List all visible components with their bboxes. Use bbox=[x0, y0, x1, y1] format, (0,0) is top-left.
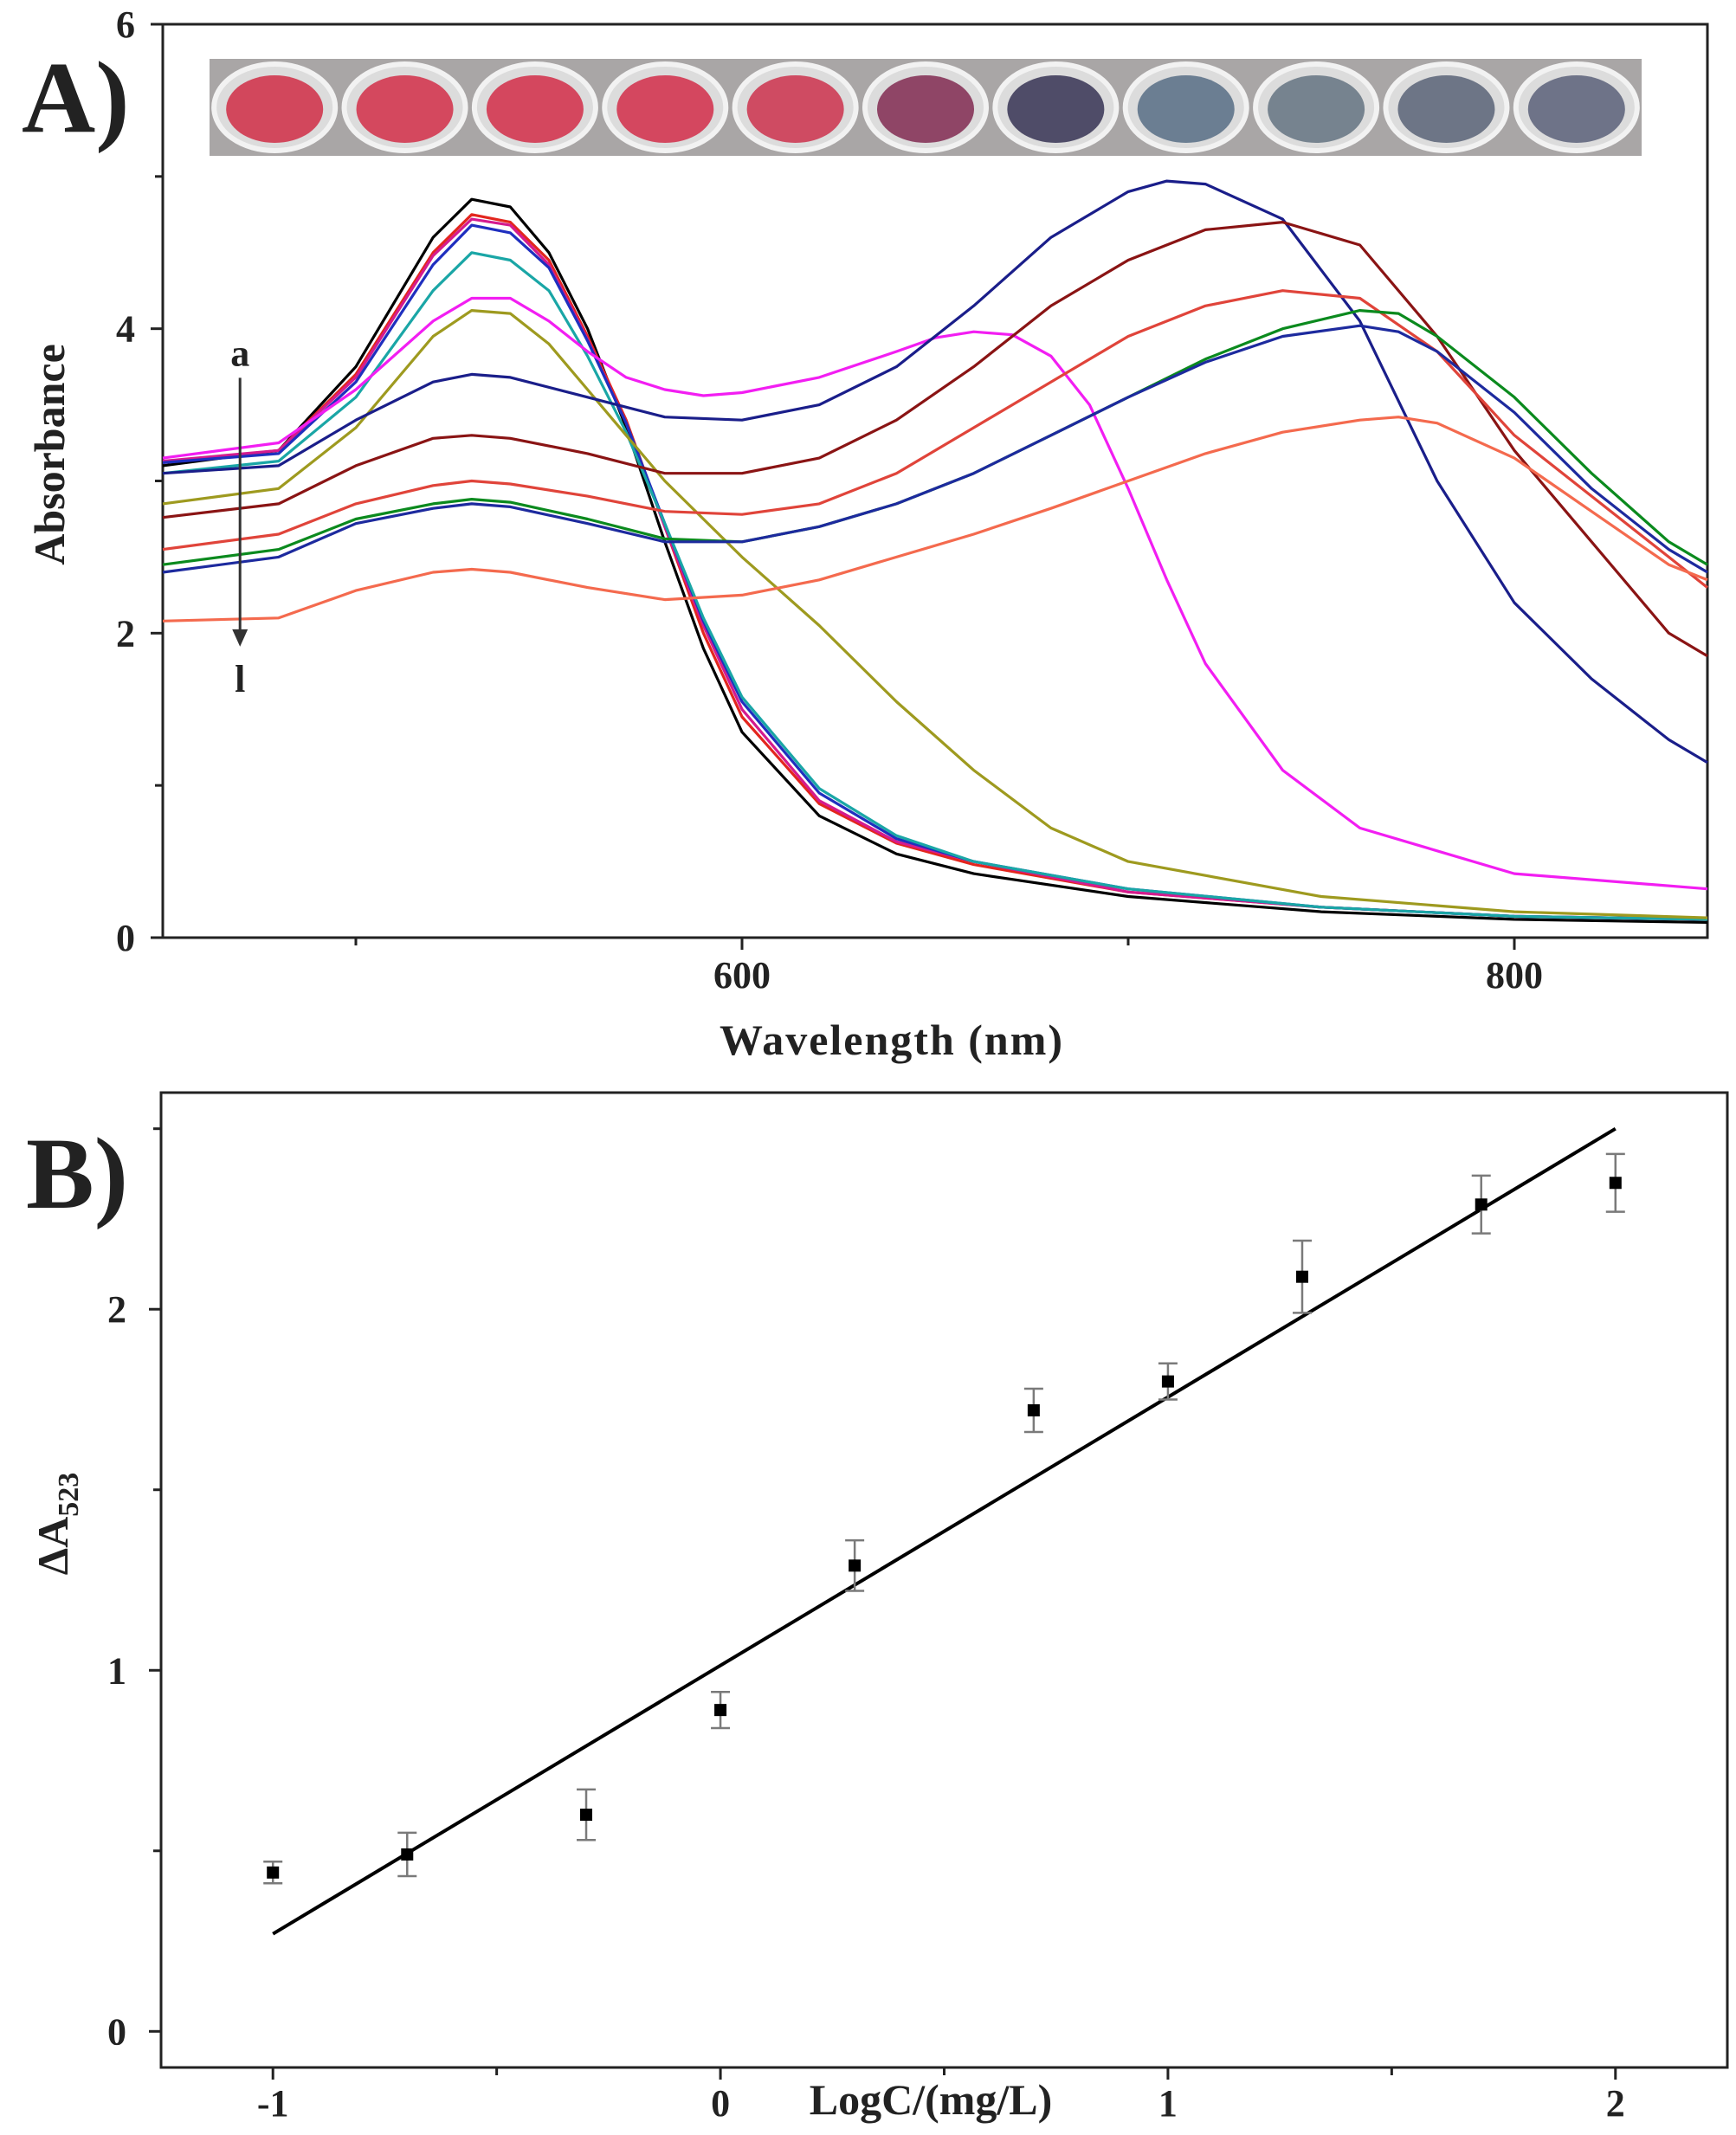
panel-b-y-axis-subscript: 523 bbox=[53, 1473, 85, 1517]
well-10 bbox=[1397, 75, 1495, 143]
y-tick-label: 0 bbox=[116, 917, 135, 959]
data-point-3 bbox=[580, 1809, 593, 1822]
x-tick-label: -1 bbox=[257, 2082, 289, 2125]
data-point-4 bbox=[714, 1704, 727, 1717]
data-point-8 bbox=[1295, 1270, 1308, 1283]
panel-b-y-axis-title: ΔA523 bbox=[29, 1473, 85, 1575]
well-plate-photo bbox=[210, 59, 1642, 156]
panel-b-label: B) bbox=[26, 1117, 128, 1230]
y-tick-label: 0 bbox=[107, 2010, 126, 2053]
well-5 bbox=[746, 75, 844, 143]
panel-b-x-axis-title: LogC/(mg/L) bbox=[810, 2075, 1053, 2124]
wells bbox=[211, 61, 1640, 153]
spectrum-line-2 bbox=[162, 213, 1708, 921]
annotation-end-label: l bbox=[235, 658, 245, 700]
data-point-10 bbox=[1609, 1177, 1622, 1190]
data-point-2 bbox=[401, 1848, 414, 1861]
trend-annotation: a l bbox=[230, 332, 249, 700]
spectrum-line-6 bbox=[162, 296, 1708, 891]
well-8 bbox=[1137, 75, 1235, 143]
arrow-down-icon bbox=[232, 629, 248, 647]
spectrum-line-10 bbox=[162, 289, 1708, 589]
y-tick-label: 2 bbox=[107, 1288, 126, 1331]
x-tick-label: 2 bbox=[1606, 2082, 1625, 2125]
data-point-1 bbox=[267, 1866, 280, 1879]
x-tick-label: 1 bbox=[1158, 2082, 1178, 2125]
data-point-9 bbox=[1475, 1198, 1488, 1211]
x-tick-label: 800 bbox=[1486, 954, 1543, 997]
y-tick-label: 1 bbox=[107, 1649, 126, 1692]
well-11 bbox=[1527, 75, 1625, 143]
data-point-7 bbox=[1161, 1375, 1174, 1388]
panel-a-plot-frame bbox=[161, 23, 1709, 939]
panel-b-points bbox=[263, 1152, 1625, 1885]
panel-a-ticks: 600 800 0 2 4 6 bbox=[116, 3, 1543, 997]
spectrum-line-13 bbox=[162, 416, 1708, 622]
spectrum-line-11 bbox=[162, 309, 1708, 566]
panel-b-axes bbox=[159, 1091, 1729, 2069]
data-point-6 bbox=[1027, 1403, 1040, 1416]
spectrum-line-1 bbox=[162, 197, 1708, 924]
well-7 bbox=[1007, 75, 1105, 143]
panel-a: A) 600 800 0 2 4 6 a l Wavelength (nm) Absorb… bbox=[22, 3, 1709, 1064]
y-tick-label: 6 bbox=[116, 3, 135, 46]
panel-b: B) -1 0 1 2 0 1 2 LogC/(mg/L) ΔA523 bbox=[26, 1091, 1729, 2125]
well-3 bbox=[486, 75, 584, 143]
well-1 bbox=[226, 75, 324, 143]
panel-b-plot-frame bbox=[159, 1091, 1729, 2069]
fit-line bbox=[272, 1126, 1617, 1936]
panel-b-fit bbox=[272, 1126, 1617, 1936]
well-4 bbox=[616, 75, 714, 143]
well-2 bbox=[356, 75, 454, 143]
data-point-5 bbox=[849, 1559, 862, 1572]
y-tick-label: 4 bbox=[116, 308, 135, 351]
panel-a-label: A) bbox=[22, 41, 130, 154]
well-9 bbox=[1268, 75, 1365, 143]
annotation-start-label: a bbox=[230, 332, 249, 374]
x-tick-label: 600 bbox=[713, 954, 771, 997]
spectrum-line-4 bbox=[162, 223, 1708, 921]
panel-a-axes bbox=[161, 23, 1709, 939]
x-tick-label: 0 bbox=[711, 2082, 730, 2125]
spectrum-line-12 bbox=[162, 324, 1708, 574]
panel-a-series bbox=[162, 179, 1708, 924]
spectrum-line-7 bbox=[162, 309, 1708, 919]
spectrum-line-8 bbox=[162, 179, 1708, 764]
panel-a-x-axis-title: Wavelength (nm) bbox=[720, 1016, 1064, 1064]
spectrum-line-5 bbox=[162, 251, 1708, 921]
panel-b-y-axis-main: ΔA bbox=[29, 1517, 77, 1575]
y-tick-label: 2 bbox=[116, 612, 135, 655]
panel-b-ticks: -1 0 1 2 0 1 2 bbox=[107, 1127, 1625, 2125]
well-6 bbox=[877, 75, 974, 143]
panel-a-y-axis-title: Absorbance bbox=[25, 344, 74, 565]
